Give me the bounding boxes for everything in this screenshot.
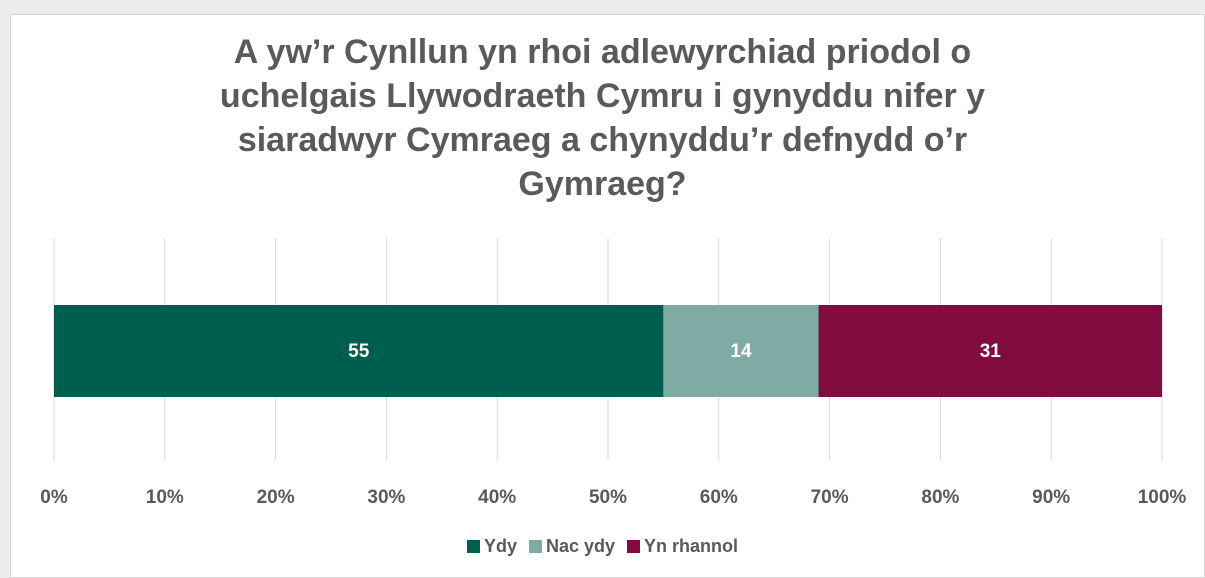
data-label: 14 (730, 341, 752, 362)
x-tick-label: 50% (589, 487, 627, 508)
x-tick-label: 100% (1138, 487, 1187, 508)
x-tick-label: 30% (367, 487, 405, 508)
x-tick-label: 70% (811, 487, 849, 508)
chart-title: A yw’r Cynllun yn rhoi adlewyrchiad prio… (0, 30, 1205, 206)
x-tick-label: 10% (146, 487, 184, 508)
chart-title-line-1: A yw’r Cynllun yn rhoi adlewyrchiad prio… (233, 33, 972, 71)
legend-item: Nac ydy (528, 536, 616, 557)
legend-label: Yn rhannol (644, 536, 739, 556)
x-tick-label: 0% (40, 487, 68, 508)
legend-label: Ydy (483, 536, 517, 556)
x-tick-label: 90% (1032, 487, 1070, 508)
chart-title-line-2: uchelgais Llywodraeth Cymru i gynyddu ni… (219, 77, 986, 115)
legend-swatch (627, 540, 641, 553)
legend-item: Ydy (466, 536, 517, 557)
data-label: 55 (348, 341, 370, 362)
legend-item: Yn rhannol (627, 536, 738, 557)
bar-segment (54, 305, 664, 397)
bar-segment (818, 305, 1162, 397)
bar-segment (663, 305, 819, 397)
x-tick-label: 60% (700, 487, 738, 508)
x-tick-label: 20% (257, 487, 295, 508)
legend-label: Nac ydy (545, 536, 616, 556)
chart-legend: Ydy Nac ydy Yn rhannol (0, 536, 1205, 557)
chart-title-line-3: siaradwyr Cymraeg a chynyddu’r defnydd o… (237, 121, 968, 159)
x-tick-label: 40% (478, 487, 516, 508)
data-label: 31 (980, 341, 1002, 362)
x-tick-label: 80% (921, 487, 959, 508)
legend-swatch (466, 540, 480, 553)
chart-title-line-4: Gymraeg? (518, 165, 687, 203)
legend-swatch (528, 540, 542, 553)
